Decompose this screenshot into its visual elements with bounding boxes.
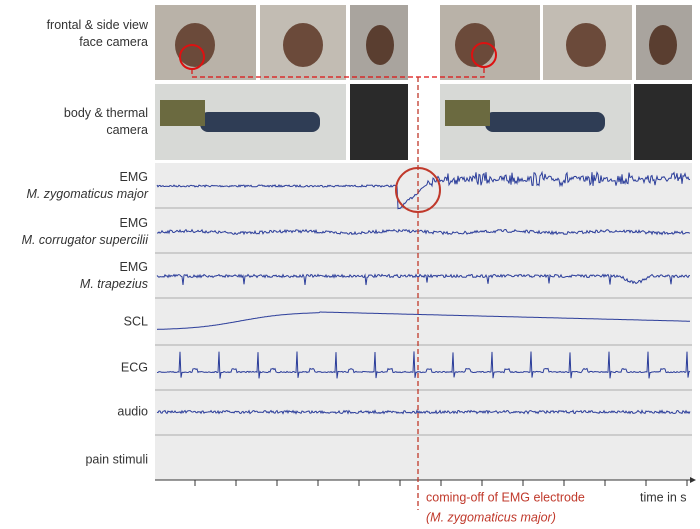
body-photos <box>155 84 692 160</box>
row-label: camera <box>106 123 148 137</box>
axis-arrow <box>690 477 696 483</box>
head <box>649 25 677 65</box>
dashed-link <box>191 67 485 78</box>
signal-trace <box>156 351 691 379</box>
head <box>366 25 394 65</box>
signal-trace <box>156 170 691 210</box>
annotation: coming-off of EMG electrode <box>426 490 585 504</box>
signal-panel <box>155 163 692 480</box>
row-label: M. corrugator supercilii <box>22 233 150 247</box>
row-label: EMG <box>120 170 148 184</box>
head <box>455 23 495 67</box>
time-axis-label: time in s <box>640 490 687 504</box>
signal-trace <box>156 311 691 330</box>
row-label: M. zygomaticus major <box>26 187 148 201</box>
row-label: M. trapezius <box>80 277 148 291</box>
ticks <box>194 480 688 486</box>
row-label: ECG <box>121 360 148 374</box>
thermal-photo <box>634 84 692 160</box>
row-label: face camera <box>79 35 148 49</box>
highlight-circle <box>471 42 497 68</box>
person <box>200 112 320 132</box>
boots <box>445 100 490 126</box>
head <box>283 23 323 67</box>
signal-trace <box>156 273 690 286</box>
row-label: frontal & side view <box>47 18 149 32</box>
row-label: body & thermal <box>64 106 148 120</box>
thermal-photo <box>350 84 408 160</box>
annotation: (M. zygomaticus major) <box>426 510 556 524</box>
event-circle <box>395 167 441 213</box>
row-label: audio <box>117 404 148 418</box>
boots <box>160 100 205 126</box>
person <box>485 112 605 132</box>
row-label: EMG <box>120 216 148 230</box>
signal-trace <box>156 409 691 415</box>
row-label: EMG <box>120 260 148 274</box>
signals <box>155 170 692 436</box>
face-photos <box>155 5 692 80</box>
row-label: pain stimuli <box>85 452 148 466</box>
row-labels: frontal & side view face camera body & the… <box>22 18 150 467</box>
signal-trace <box>157 228 691 236</box>
head <box>566 23 606 67</box>
row-label: SCL <box>124 314 148 328</box>
